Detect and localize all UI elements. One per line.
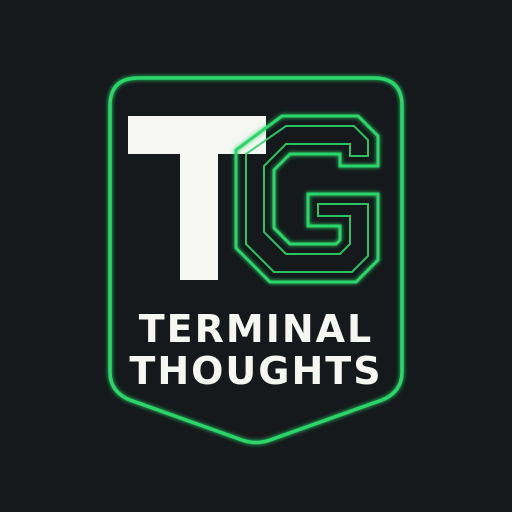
wordmark-terminal: TERMINAL (138, 307, 374, 351)
monogram-g-inner (245, 125, 369, 273)
wordmark-thoughts: THOUGHTS (129, 349, 383, 393)
monogram-g-outer (234, 114, 380, 284)
shield-outline (108, 76, 404, 445)
monogram-t (128, 116, 266, 280)
tg-monogram-icon (128, 114, 380, 284)
